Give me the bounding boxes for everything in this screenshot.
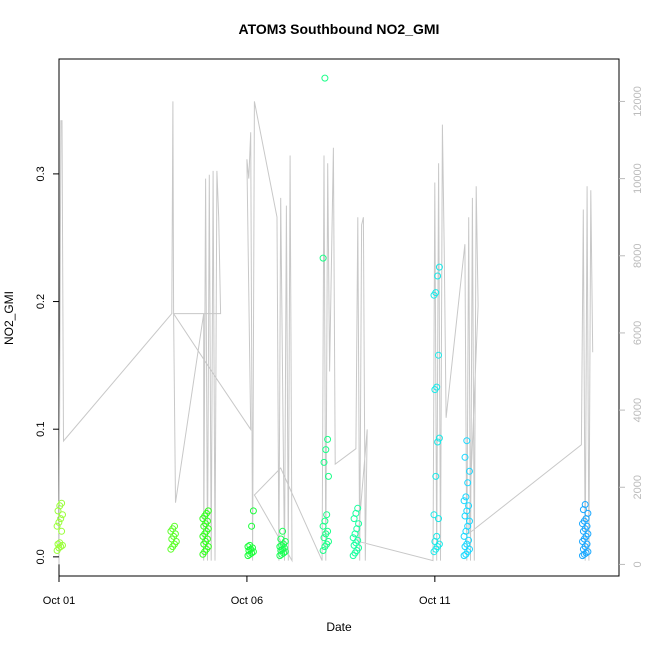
data-point	[249, 507, 257, 515]
data-point	[432, 289, 440, 297]
data-point	[466, 467, 473, 475]
data-point	[58, 527, 66, 535]
points-layer	[53, 74, 592, 560]
data-point	[354, 504, 362, 512]
data-point	[432, 472, 440, 480]
data-point	[324, 527, 332, 535]
data-point	[319, 547, 327, 554]
data-point	[279, 527, 287, 535]
y2-tick-label: 4000	[632, 398, 644, 422]
y-tick-label: 0.1	[35, 422, 47, 437]
y-tick-label: 0.2	[35, 294, 47, 309]
altitude-line	[58, 101, 594, 565]
data-point	[465, 502, 473, 510]
data-point	[322, 446, 330, 454]
data-point	[435, 351, 442, 359]
data-point	[463, 540, 471, 548]
data-point	[463, 437, 471, 445]
data-point	[462, 493, 470, 501]
data-point	[53, 522, 61, 530]
data-point	[434, 272, 442, 280]
data-point	[435, 515, 442, 523]
plot-frame	[58, 58, 620, 577]
x-axis-label: Date	[326, 620, 352, 634]
data-point	[433, 383, 441, 391]
data-point	[278, 541, 286, 549]
data-point	[581, 501, 589, 508]
data-point	[248, 522, 256, 530]
data-point	[55, 518, 63, 526]
data-point	[433, 532, 441, 540]
altitude-line-layer	[58, 101, 594, 565]
x-tick-label: Oct 06	[231, 595, 263, 607]
data-point	[323, 511, 331, 519]
data-point	[325, 472, 332, 480]
y2-tick-label: 10000	[632, 163, 644, 194]
y-tick-label: 0.0	[35, 549, 47, 564]
data-point	[349, 534, 357, 542]
data-point	[244, 543, 252, 551]
y2-tick-label: 12000	[632, 86, 644, 117]
data-point	[584, 509, 592, 517]
x-axis: Oct 01 Oct 06 Oct 11	[43, 575, 451, 607]
x-tick-label: Oct 01	[43, 595, 75, 607]
y-tick-label: 0.3	[35, 166, 47, 181]
data-point	[434, 438, 442, 446]
data-point	[324, 435, 332, 443]
x-tick-label: Oct 11	[419, 595, 451, 607]
data-point	[461, 453, 469, 461]
data-point	[59, 511, 66, 519]
y-axis-label: NO2_GMI	[2, 291, 16, 345]
data-point	[321, 517, 329, 525]
y2-axis: 0 2000 4000 6000 8000 10000 12000	[619, 86, 644, 567]
y2-tick-label: 2000	[632, 475, 644, 499]
y-axis: 0.0 0.1 0.2 0.3	[35, 166, 59, 565]
data-point	[430, 511, 438, 519]
data-point	[325, 538, 332, 545]
data-point	[435, 263, 443, 271]
chart-title: ATOM3 Southbound NO2_GMI	[239, 21, 440, 37]
data-point	[435, 434, 443, 442]
data-point	[466, 517, 473, 525]
data-point	[54, 540, 62, 548]
y2-tick-label: 8000	[632, 244, 644, 268]
data-point	[321, 74, 329, 82]
data-point	[465, 536, 473, 544]
data-point	[460, 497, 468, 505]
y2-tick-label: 6000	[632, 321, 644, 345]
data-point	[56, 539, 64, 547]
data-point	[57, 515, 65, 523]
data-point	[246, 541, 254, 549]
data-point	[277, 535, 285, 543]
data-point	[320, 458, 328, 466]
data-point	[58, 499, 66, 507]
data-point	[319, 254, 327, 262]
data-point	[320, 534, 328, 542]
data-point	[204, 507, 212, 515]
data-point	[464, 479, 472, 487]
data-point	[460, 552, 468, 560]
y2-tick-label: 0	[632, 561, 644, 567]
data-point	[355, 520, 363, 528]
data-point	[171, 522, 178, 530]
